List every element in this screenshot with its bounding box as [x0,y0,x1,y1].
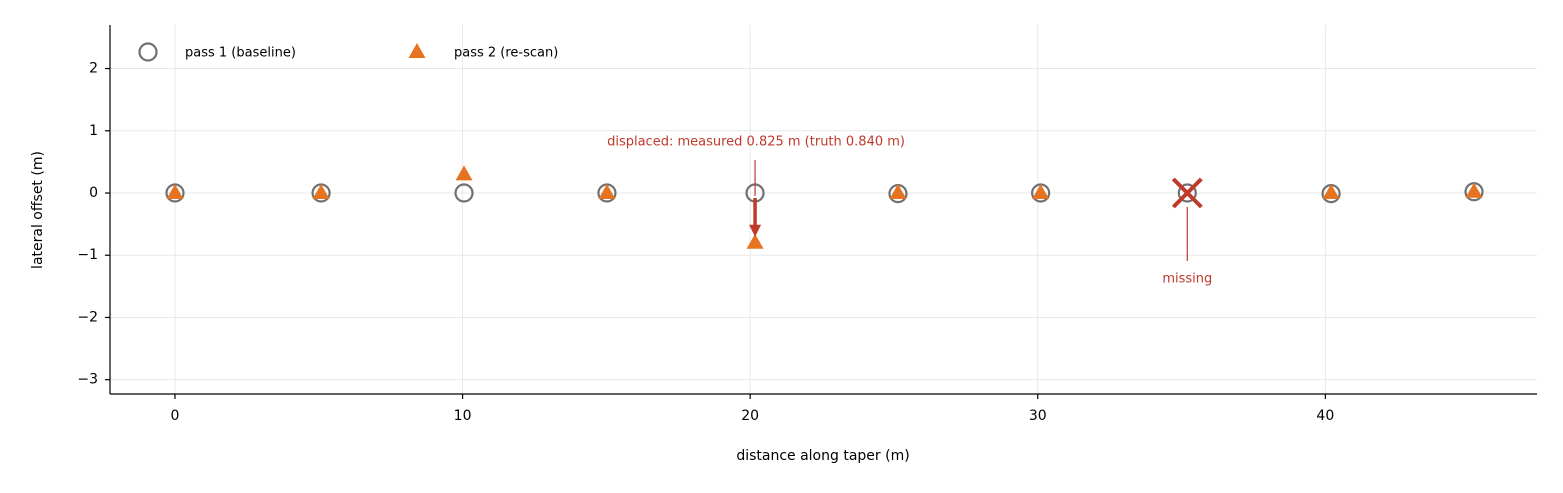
arrow-head [749,224,762,237]
point [1322,184,1340,200]
point [455,165,473,181]
x-tick-label: 10 [454,408,472,424]
legend-label: pass 1 (baseline) [185,46,296,61]
y-tick-label: 2 [89,61,98,77]
x-tick-label: 0 [171,408,180,424]
point [598,184,616,200]
y-tick-label: −1 [77,247,98,263]
x-tick-label: 40 [1316,408,1334,424]
point [1177,183,1197,203]
point [312,184,330,200]
annotation: missing [1162,272,1212,287]
point [454,183,474,203]
annotation: displaced: measured 0.825 m (truth 0.840… [607,135,905,150]
legend-marker [408,43,426,58]
x-axis-label: distance along taper (m) [736,448,909,464]
y-tick-label: −3 [77,372,98,388]
y-tick-label: −2 [77,309,98,325]
legend-label: pass 2 (re-scan) [454,46,558,61]
point [1465,182,1483,198]
y-tick-label: 0 [89,185,98,201]
missing-marker [1171,177,1203,209]
point [746,233,764,249]
x-tick-label: 30 [1029,408,1047,424]
y-tick-label: 1 [89,123,98,139]
x-tick-label: 20 [741,408,759,424]
point [889,184,907,200]
y-axis-label: lateral offset (m) [30,151,46,269]
legend-marker [138,42,158,62]
point [166,184,184,200]
point [1032,184,1050,200]
